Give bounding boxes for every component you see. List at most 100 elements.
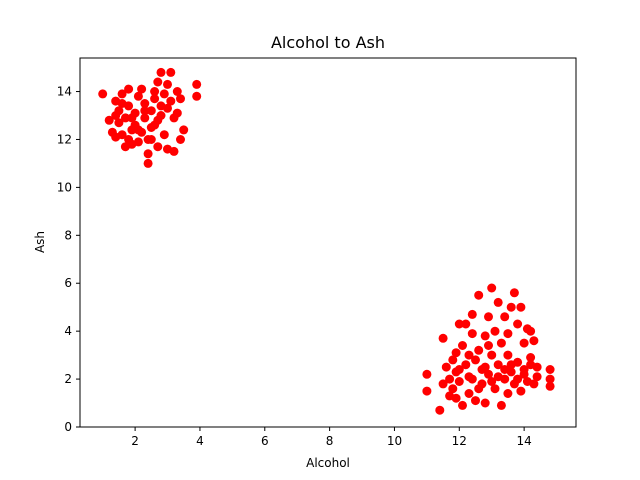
data-point bbox=[467, 374, 477, 384]
data-point bbox=[519, 365, 529, 374]
data-point bbox=[192, 79, 202, 89]
data-point bbox=[133, 137, 143, 147]
data-point bbox=[169, 146, 179, 156]
data-point bbox=[146, 135, 156, 144]
data-point bbox=[176, 94, 185, 104]
data-point bbox=[454, 377, 464, 386]
data-point bbox=[545, 381, 555, 391]
data-point bbox=[127, 113, 137, 123]
data-point bbox=[490, 326, 500, 336]
y-tick-label: 6 bbox=[64, 276, 72, 290]
data-point bbox=[487, 283, 497, 293]
data-point bbox=[422, 369, 432, 379]
data-point bbox=[140, 113, 150, 123]
data-point bbox=[192, 91, 202, 101]
data-point bbox=[422, 386, 432, 396]
data-point bbox=[474, 290, 484, 300]
data-point bbox=[509, 288, 519, 298]
data-point bbox=[156, 67, 166, 77]
data-point bbox=[150, 120, 160, 130]
data-point bbox=[503, 329, 513, 339]
data-point bbox=[506, 360, 516, 370]
data-point bbox=[163, 103, 172, 113]
data-point bbox=[445, 374, 455, 384]
x-axis-ticks: 2 4 6 8 10 12 14 bbox=[131, 427, 532, 448]
data-point bbox=[529, 379, 539, 389]
data-point bbox=[104, 115, 114, 125]
data-point bbox=[526, 353, 536, 362]
data-point bbox=[464, 389, 474, 398]
x-axis-label: Alcohol bbox=[306, 456, 350, 470]
data-points bbox=[98, 67, 555, 415]
data-point bbox=[545, 374, 555, 384]
data-point bbox=[516, 302, 526, 312]
data-point bbox=[159, 89, 169, 99]
data-point bbox=[496, 338, 506, 348]
data-point bbox=[458, 400, 467, 410]
data-point bbox=[166, 96, 176, 106]
data-point bbox=[480, 331, 490, 341]
data-point bbox=[172, 108, 182, 118]
data-point bbox=[529, 336, 539, 346]
data-point bbox=[461, 319, 471, 329]
data-point bbox=[458, 341, 467, 350]
data-point bbox=[484, 341, 493, 350]
data-point bbox=[133, 125, 143, 135]
data-point bbox=[150, 87, 160, 96]
data-point bbox=[150, 94, 160, 104]
data-point bbox=[179, 125, 189, 135]
y-axis-label: Ash bbox=[33, 231, 47, 253]
data-point bbox=[117, 89, 127, 99]
data-point bbox=[137, 84, 147, 94]
data-point bbox=[516, 386, 526, 396]
data-point bbox=[493, 360, 503, 370]
data-point bbox=[471, 355, 480, 365]
y-axis-ticks: 0 2 4 6 8 10 12 14 bbox=[57, 85, 80, 434]
data-point bbox=[532, 362, 542, 372]
x-tick-label: 10 bbox=[387, 434, 402, 448]
x-tick-label: 6 bbox=[261, 434, 269, 448]
data-point bbox=[120, 113, 130, 123]
data-point bbox=[98, 89, 108, 99]
data-point bbox=[163, 79, 172, 89]
data-point bbox=[454, 365, 464, 374]
data-point bbox=[500, 365, 510, 374]
x-tick-label: 14 bbox=[516, 434, 531, 448]
data-point bbox=[448, 355, 458, 365]
data-point bbox=[496, 400, 506, 410]
data-point bbox=[461, 360, 471, 370]
data-point bbox=[159, 130, 169, 140]
y-tick-label: 12 bbox=[57, 132, 72, 146]
data-point bbox=[143, 158, 153, 168]
data-point bbox=[480, 362, 490, 372]
data-point bbox=[124, 135, 134, 144]
data-point bbox=[490, 384, 500, 394]
data-point bbox=[124, 84, 134, 94]
data-point bbox=[487, 350, 497, 360]
x-tick-label: 12 bbox=[452, 434, 467, 448]
data-point bbox=[451, 348, 461, 358]
data-point bbox=[153, 142, 163, 152]
plot-frame bbox=[79, 57, 577, 428]
data-point bbox=[545, 365, 555, 374]
data-point bbox=[435, 405, 445, 415]
data-point bbox=[166, 67, 176, 77]
data-point bbox=[480, 398, 490, 408]
data-point bbox=[526, 326, 536, 336]
data-point bbox=[156, 111, 166, 120]
data-point bbox=[503, 389, 513, 398]
x-tick-label: 4 bbox=[196, 434, 204, 448]
data-point bbox=[484, 312, 493, 322]
data-point bbox=[114, 118, 124, 128]
data-point bbox=[441, 362, 451, 372]
data-point bbox=[454, 319, 464, 329]
data-point bbox=[143, 149, 153, 159]
data-point bbox=[438, 379, 448, 389]
data-point bbox=[503, 350, 513, 360]
y-tick-label: 10 bbox=[57, 180, 72, 194]
x-tick-label: 8 bbox=[326, 434, 334, 448]
data-point bbox=[451, 393, 461, 403]
data-point bbox=[484, 369, 493, 379]
data-point bbox=[487, 377, 497, 386]
